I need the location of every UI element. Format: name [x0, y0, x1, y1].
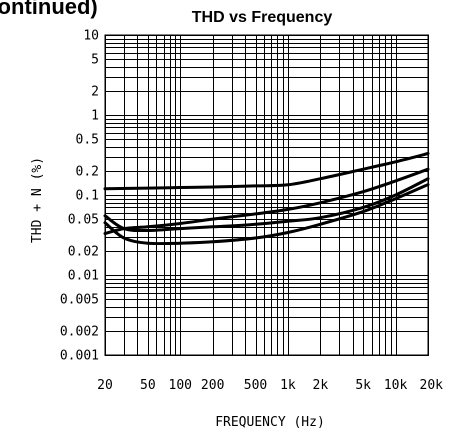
section-heading: (continued)	[0, 0, 98, 19]
grid-lines	[105, 35, 428, 355]
y-tick-label: 0.5	[76, 133, 99, 148]
y-tick-label: 0.002	[60, 324, 99, 339]
y-tick-label: 1	[91, 109, 99, 124]
thd-curve	[103, 152, 430, 191]
y-tick-label: 0.02	[68, 244, 99, 259]
plot-frame	[104, 34, 429, 356]
thd-curve	[103, 177, 430, 233]
x-tick-label: 2k	[313, 378, 329, 393]
y-tick-labels: 10 5 2 1 0.5 0.2 0.1 0.05 0.02 0.01 0.005 0.002 0.00…	[60, 29, 99, 364]
x-axis-label: FREQUENCY (Hz)	[215, 415, 325, 430]
x-tick-label: 1k	[280, 378, 296, 393]
x-tick-label: 50	[140, 378, 156, 393]
y-axis-label: THD + N (%)	[30, 157, 45, 243]
x-tick-label: 20	[97, 378, 113, 393]
y-tick-label: 0.1	[76, 189, 99, 204]
x-tick-label: 100	[169, 378, 192, 393]
y-tick-label: 0.01	[68, 269, 99, 284]
x-tick-label: 500	[244, 378, 267, 393]
y-tick-label: 10	[83, 29, 99, 44]
y-tick-label: 5	[91, 53, 99, 68]
x-tick-label: 5k	[355, 378, 371, 393]
thd-curve	[103, 183, 430, 246]
y-tick-label: 0.005	[60, 293, 99, 308]
y-tick-label: 0.2	[76, 164, 99, 179]
x-tick-label: 200	[201, 378, 224, 393]
x-tick-labels: 20 50 100 200 500 1k 2k 5k 10k 20k	[97, 378, 443, 393]
y-tick-label: 2	[91, 84, 99, 99]
thd-curve	[103, 167, 430, 235]
x-tick-label: 10k	[384, 378, 408, 393]
chart-title: THD vs Frequency	[192, 9, 333, 26]
x-tick-label: 20k	[420, 378, 444, 393]
y-tick-label: 0.05	[68, 213, 99, 228]
y-tick-label: 0.001	[60, 349, 99, 364]
curve-group	[103, 152, 430, 246]
